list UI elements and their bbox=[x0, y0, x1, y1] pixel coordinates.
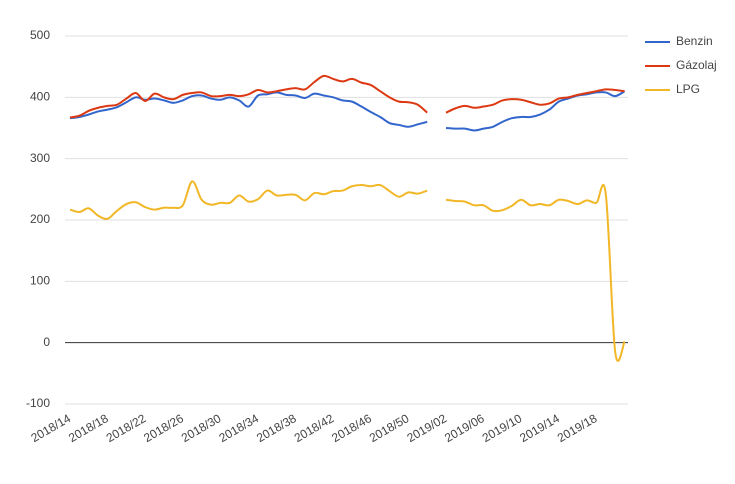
legend-label: Gázolaj bbox=[676, 58, 717, 72]
x-tick-label: 2018/14 bbox=[29, 411, 74, 445]
series-line bbox=[445, 88, 625, 114]
x-tick-label: 2018/34 bbox=[217, 411, 262, 445]
x-tick-label: 2019/06 bbox=[442, 411, 487, 445]
y-tick-label: 200 bbox=[30, 212, 50, 226]
series-line bbox=[445, 183, 626, 362]
x-tick-label: 2019/18 bbox=[555, 411, 600, 445]
x-tick-label: 2018/18 bbox=[66, 411, 111, 445]
legend-label: LPG bbox=[676, 82, 700, 96]
x-tick-label: 2018/46 bbox=[329, 411, 374, 445]
y-tick-label: -100 bbox=[26, 396, 50, 410]
series-line bbox=[69, 180, 428, 220]
x-tick-label: 2019/10 bbox=[480, 411, 525, 445]
x-tick-label: 2019/02 bbox=[405, 411, 450, 445]
series-line bbox=[445, 90, 626, 132]
x-tick-label: 2018/22 bbox=[104, 411, 149, 445]
series-line bbox=[69, 91, 428, 128]
x-tick-label: 2018/26 bbox=[141, 411, 186, 445]
y-tick-label: 300 bbox=[30, 151, 50, 165]
x-tick-label: 2018/42 bbox=[292, 411, 337, 445]
legend-label: Benzin bbox=[676, 34, 713, 48]
x-tick-label: 2019/14 bbox=[517, 411, 562, 445]
y-tick-label: 500 bbox=[30, 28, 50, 42]
x-tick-label: 2018/38 bbox=[254, 411, 299, 445]
y-tick-label: 100 bbox=[30, 274, 50, 288]
series-line bbox=[69, 74, 428, 119]
y-tick-label: 0 bbox=[43, 335, 50, 349]
x-tick-label: 2018/30 bbox=[179, 411, 224, 445]
y-tick-label: 400 bbox=[30, 90, 50, 104]
x-tick-label: 2018/50 bbox=[367, 411, 412, 445]
